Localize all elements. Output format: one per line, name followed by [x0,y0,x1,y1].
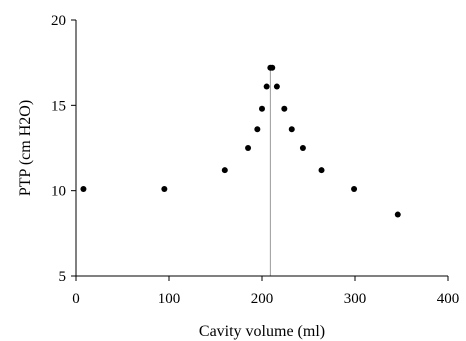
data-point [269,64,276,71]
data-point [281,105,288,112]
y-tick-label: 15 [51,98,66,114]
x-axis-label: Cavity volume (ml) [199,323,325,340]
y-tick-label: 5 [59,269,67,285]
data-point [394,211,401,218]
data-point [299,145,306,151]
data-point [161,185,168,192]
x-tick-label: 200 [251,291,274,307]
data-point [263,83,270,90]
plot-area [80,64,401,276]
axes [71,19,449,281]
y-axis-label: PTP (cm H2O) [17,100,34,196]
y-tick-label: 10 [51,184,66,200]
data-point [80,185,87,192]
data-point [273,83,280,90]
data-point [288,126,295,133]
y-tick-label: 20 [51,13,66,29]
data-point [254,126,261,133]
data-point [245,145,252,151]
data-point [259,105,265,112]
x-tick-label: 100 [158,291,181,307]
data-point [221,167,228,174]
x-tick-label: 0 [72,291,80,307]
x-tick-label: 400 [437,291,460,307]
data-point [351,185,358,192]
x-tick-label: 300 [344,291,367,307]
data-point [318,167,325,174]
